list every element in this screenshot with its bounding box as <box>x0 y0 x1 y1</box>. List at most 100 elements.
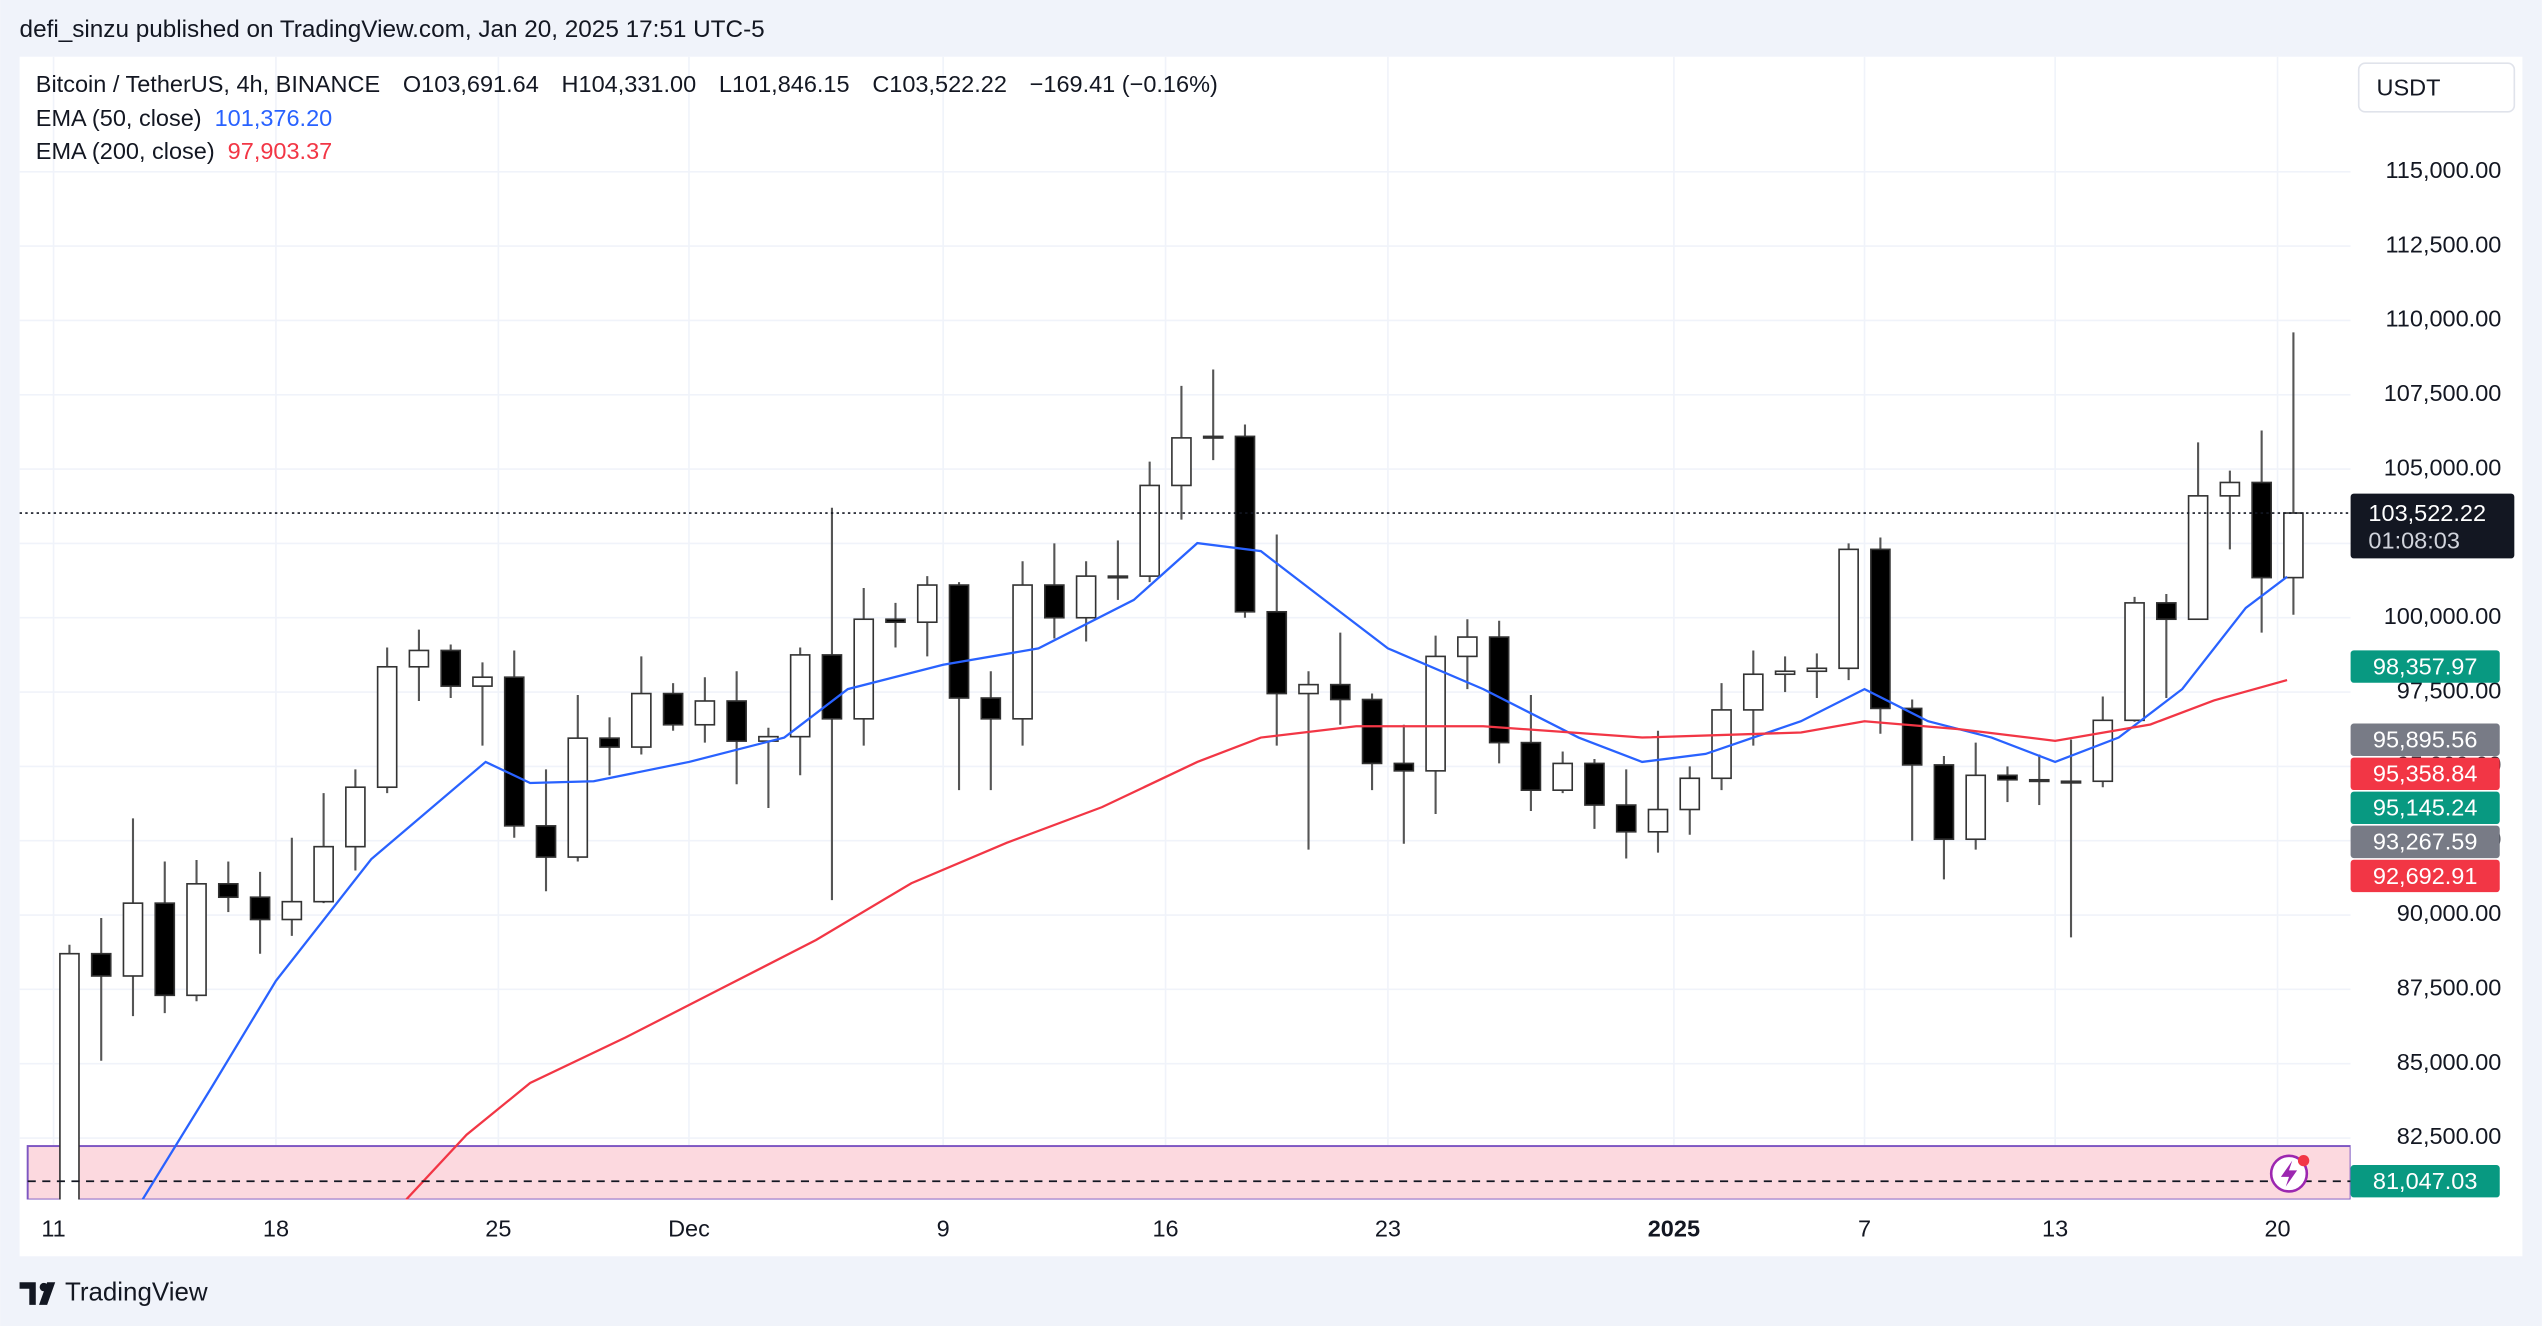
candle-body <box>1806 667 1828 673</box>
legend-name: EMA (200, close) <box>36 138 215 164</box>
plot-area: 82,500.0085,000.0087,500.0090,000.0092,5… <box>19 56 2502 1242</box>
ema-line <box>141 541 2288 1200</box>
brand-logo <box>19 1282 56 1305</box>
candle-body <box>2219 481 2241 497</box>
x-tick-label: 23 <box>1375 1216 1401 1242</box>
publish-line: defi_sinzu published on TradingView.com,… <box>20 16 765 43</box>
candle-body <box>1488 636 1510 744</box>
candle-body <box>726 700 747 742</box>
x-tick-label: 9 <box>937 1216 950 1242</box>
legend-entry: EMA (200, close) 97,903.37 <box>36 138 332 164</box>
ohlc-low: L101,846.15 <box>719 71 850 97</box>
candle-body <box>440 649 462 687</box>
candle-body <box>1044 584 1065 619</box>
y-tick-label: 112,500.00 <box>2385 231 2501 257</box>
candle-body <box>2028 778 2050 783</box>
price-tag <box>2350 757 2500 791</box>
currency-label[interactable]: USDT <box>2377 74 2441 100</box>
brand-name: TradingView <box>65 1278 208 1306</box>
ohlc-change: −169.41 (−0.16%) <box>1030 71 1218 97</box>
legend-name: EMA (50, close) <box>36 105 202 131</box>
zone <box>26 1145 2351 1200</box>
candle-body <box>1774 670 1796 676</box>
candle-body <box>1361 698 1383 765</box>
symbol-header: Bitcoin / TetherUS, 4h, BINANCE O103,691… <box>36 71 1218 97</box>
legend-value: 97,903.37 <box>228 138 333 164</box>
candle-body <box>376 665 398 789</box>
x-tick-label: Dec <box>668 1216 710 1242</box>
candle-body <box>1901 707 1923 766</box>
ohlc-high: H104,331.00 <box>562 71 697 97</box>
candle-body <box>789 654 811 738</box>
candle-body <box>1870 548 1891 710</box>
candle-body <box>345 786 366 848</box>
price-tag-label: 92,692.91 <box>2373 863 2478 889</box>
candle-body <box>281 900 303 921</box>
symbol: Bitcoin / TetherUS, 4h, BINANCE <box>36 71 380 97</box>
x-tick-label: 20 <box>2264 1216 2290 1242</box>
candle-body <box>249 896 271 921</box>
x-tick-label: 11 <box>41 1216 65 1242</box>
price-tag-label: 81,047.03 <box>2373 1168 2478 1194</box>
candle-body <box>1266 610 1288 695</box>
candle-body <box>1711 709 1732 780</box>
candle-body <box>217 883 239 899</box>
icon-dot[interactable] <box>2297 1154 2310 1167</box>
candle-body <box>122 902 144 977</box>
last-price-tag <box>2350 493 2515 559</box>
x-tick-label: 7 <box>1858 1216 1871 1242</box>
price-tag <box>2350 1165 2500 1198</box>
price-tag-label: 95,895.56 <box>2373 727 2478 753</box>
legend-entry: EMA (50, close) 101,376.20 <box>36 105 332 131</box>
y-tick-label: 110,000.00 <box>2385 306 2501 332</box>
price-tag-label: 93,267.59 <box>2373 829 2478 855</box>
y-tick-label: 105,000.00 <box>2384 454 2502 480</box>
y-tick-label: 90,000.00 <box>2397 900 2502 926</box>
candle-body <box>1329 683 1351 701</box>
candle-body <box>472 676 493 687</box>
candle-body <box>2060 780 2082 784</box>
candle-body <box>1552 762 1574 791</box>
candle-body <box>1965 774 1987 841</box>
icon-bolt[interactable] <box>2280 1160 2298 1187</box>
candle-body <box>535 825 557 858</box>
y-tick-label: 85,000.00 <box>2397 1049 2502 1075</box>
candle-body <box>1997 774 2018 781</box>
candle-body <box>2283 512 2304 579</box>
candle-body <box>1520 741 1542 791</box>
candle-body <box>1139 484 1161 577</box>
ohlc-close: C103,522.22 <box>872 71 1007 97</box>
y-tick-label: 82,500.00 <box>2397 1123 2502 1149</box>
candle-body <box>1298 683 1319 695</box>
y-tick-label: 107,500.00 <box>2384 380 2502 406</box>
candle-body <box>1647 808 1669 833</box>
price-tag <box>2350 791 2500 825</box>
lightning-icon[interactable] <box>2269 1154 2310 1193</box>
price-tag <box>2350 825 2500 859</box>
candle-body <box>885 618 906 624</box>
x-tick-label: 16 <box>1152 1216 1178 1242</box>
plot-content <box>19 56 2351 1200</box>
candle-body <box>1584 762 1605 806</box>
logo-dot <box>39 1282 49 1292</box>
x-tick-label: 13 <box>2042 1216 2068 1242</box>
candle-body <box>1393 762 1415 772</box>
candle-body <box>503 676 525 827</box>
price-tag-label: 95,358.84 <box>2373 761 2478 787</box>
currency-button[interactable] <box>2357 62 2516 113</box>
candle-body <box>2187 495 2209 621</box>
candle-body <box>630 692 652 748</box>
candle-body <box>2155 602 2177 621</box>
candle-body <box>1615 804 1637 833</box>
legend-value: 101,376.20 <box>215 105 333 131</box>
candle-body <box>1202 435 1224 439</box>
price-tag <box>2350 859 2500 893</box>
ema-line <box>405 678 2288 1200</box>
candle-body <box>821 654 843 720</box>
candle-body <box>1742 673 1764 711</box>
x-tick-label: 25 <box>485 1216 511 1242</box>
candle-body <box>2092 719 2114 783</box>
candle-body <box>408 649 430 668</box>
price-tag-label: 98,357.97 <box>2373 653 2478 679</box>
